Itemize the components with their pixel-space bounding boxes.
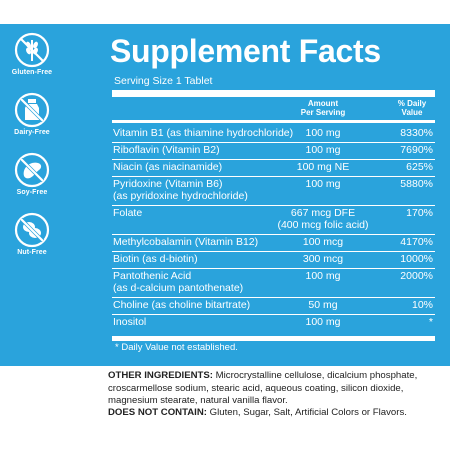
nutrient-amount: 100 mcg: [302, 236, 344, 248]
does-not-contain-label: DOES NOT CONTAIN:: [108, 407, 207, 418]
dairy-free-badge: Dairy-Free: [6, 92, 58, 136]
dv-header-line: Value: [401, 108, 423, 117]
row-divider: [112, 297, 435, 298]
other-ingredients: OTHER INGREDIENTS: Microcrystalline cell…: [108, 370, 443, 408]
soy-free-badge: Soy-Free: [6, 152, 58, 196]
nutrient-amount: 100 mg: [305, 178, 341, 190]
dv-header-line: % Daily: [397, 99, 427, 108]
nut-free-nut-icon: [14, 212, 50, 248]
medium-divider: [112, 120, 435, 123]
other-ingredients-label: OTHER INGREDIENTS:: [108, 370, 214, 381]
nutrient-amount: 100 mg: [305, 127, 341, 139]
nutrient-amount: 100 mg: [305, 144, 341, 156]
badge-label: Soy-Free: [16, 189, 48, 196]
row-divider: [112, 234, 435, 235]
nutrient-name: Methylcobalamin (Vitamin B12): [113, 236, 259, 248]
gluten-free-wheat-icon: [14, 32, 50, 68]
nutrient-daily-value: 8330%: [400, 127, 433, 139]
amount-header-line: Per Serving: [300, 108, 346, 117]
nutrient-name: Biotin (as d-biotin): [113, 253, 198, 265]
nutrient-daily-value: 7690%: [400, 144, 433, 156]
footnote: * Daily Value not established.: [115, 342, 238, 353]
daily-value-header: % Daily Value: [387, 99, 437, 117]
badge-label: Nut-Free: [17, 249, 47, 256]
row-divider: [112, 142, 435, 143]
facts-title: Supplement Facts: [110, 33, 381, 69]
nutrient-daily-value: 2000%: [400, 270, 433, 282]
label-background: [0, 24, 450, 366]
nutrient-name: Vitamin B1 (as thiamine hydrochloride): [113, 127, 294, 139]
nutrient-daily-value: 10%: [411, 299, 433, 311]
nutrient-amount: 100 mg: [305, 270, 341, 282]
nutrient-name-sub: (as d-calcium pantothenate): [113, 282, 244, 294]
nutrient-amount: 667 mcg DFE: [290, 207, 356, 219]
nutrient-amount: 100 mg: [305, 316, 341, 328]
nut-free-badge: Nut-Free: [6, 212, 58, 256]
nutrient-daily-value: 170%: [406, 207, 433, 219]
does-not-contain-text: Gluten, Sugar, Salt, Artificial Colors o…: [206, 407, 407, 418]
nutrient-name: Pyridoxine (Vitamin B6): [113, 178, 223, 190]
nutrient-daily-value: *: [428, 316, 433, 328]
nutrient-name: Niacin (as niacinamide): [113, 161, 223, 173]
serving-size: Serving Size 1 Tablet: [114, 75, 213, 87]
nutrient-daily-value: 1000%: [400, 253, 433, 265]
row-divider: [112, 268, 435, 269]
nutrient-name-sub: (as pyridoxine hydrochloride): [113, 190, 248, 202]
row-divider: [112, 205, 435, 206]
row-divider: [112, 176, 435, 177]
soy-free-bean-icon: [14, 152, 50, 188]
thick-divider: [112, 90, 435, 97]
badge-label: Dairy-Free: [14, 129, 50, 136]
row-divider: [112, 159, 435, 160]
nutrient-name: Riboflavin (Vitamin B2): [113, 144, 220, 156]
nutrient-name: Folate: [113, 207, 143, 219]
badge-label: Gluten-Free: [11, 69, 53, 76]
nutrient-amount: 100 mg NE: [296, 161, 350, 173]
nutrient-name: Pantothenic Acid: [113, 270, 192, 282]
amount-header-line: Amount: [307, 99, 339, 108]
nutrient-amount: 50 mg: [308, 299, 338, 311]
row-divider: [112, 314, 435, 315]
nutrient-amount: 300 mcg: [302, 253, 344, 265]
nutrient-daily-value: 5880%: [400, 178, 433, 190]
nutrient-name: Inositol: [113, 316, 147, 328]
badge-column: Gluten-Free Dairy-Free Soy-Free Nut-Free: [0, 24, 64, 366]
nutrient-name: Choline (as choline bitartrate): [113, 299, 251, 311]
row-divider: [112, 251, 435, 252]
dairy-free-bottle-icon: [14, 92, 50, 128]
amount-header: Amount Per Serving: [277, 99, 369, 117]
bottom-divider: [112, 336, 435, 341]
supplement-facts-panel: Supplement Facts Serving Size 1 Tablet A…: [107, 31, 437, 360]
nutrient-daily-value: 4170%: [400, 236, 433, 248]
nutrient-amount-sub: (400 mcg folic acid): [277, 219, 369, 231]
does-not-contain: DOES NOT CONTAIN: Gluten, Sugar, Salt, A…: [108, 407, 443, 420]
nutrient-daily-value: 625%: [406, 161, 433, 173]
gluten-free-badge: Gluten-Free: [6, 32, 58, 76]
other-ingredients-text: Microcrystalline cellulose, dicalcium ph…: [108, 370, 418, 406]
